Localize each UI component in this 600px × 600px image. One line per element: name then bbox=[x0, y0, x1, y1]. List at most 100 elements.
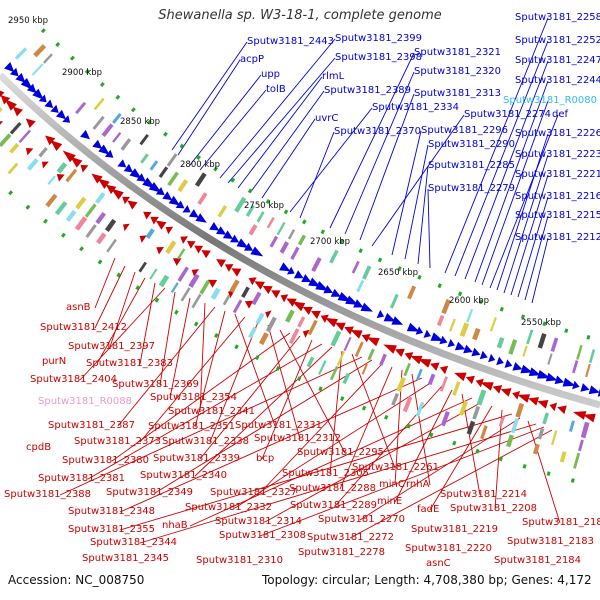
feature-block bbox=[93, 97, 105, 111]
feature-block bbox=[330, 330, 342, 347]
gene-label: Sputw3181_2308 bbox=[219, 530, 307, 541]
feature-block bbox=[42, 53, 53, 64]
reverse-gene-arrow bbox=[224, 264, 234, 272]
gene-label: Sputw3181_2312 bbox=[254, 433, 342, 444]
leader-line bbox=[139, 282, 156, 365]
leader-line bbox=[371, 114, 465, 247]
feature-block bbox=[459, 400, 468, 416]
feature-block bbox=[222, 294, 231, 306]
feature-block bbox=[214, 333, 219, 338]
gene-label: purN bbox=[42, 356, 67, 367]
feature-block bbox=[403, 362, 411, 377]
reverse-gene-arrow bbox=[439, 365, 449, 375]
gene-label: Sputw3181_2354 bbox=[150, 392, 238, 403]
feature-block bbox=[25, 204, 31, 210]
leader-line bbox=[139, 423, 537, 544]
feature-block bbox=[27, 158, 39, 171]
leader-line bbox=[139, 316, 246, 443]
reverse-gene-arrow bbox=[150, 216, 159, 225]
feature-block bbox=[179, 143, 185, 149]
leader-line bbox=[259, 426, 545, 537]
gene-label: Sputw3181_2258 bbox=[515, 12, 600, 23]
feature-block bbox=[74, 216, 88, 231]
gene-label: asnC bbox=[426, 558, 451, 569]
reverse-gene-arrow bbox=[320, 314, 329, 323]
feature-block bbox=[429, 432, 434, 438]
kbp-tick: 2700 kbp bbox=[310, 237, 351, 247]
forward-gene-arrow bbox=[168, 195, 180, 206]
feature-block bbox=[95, 211, 106, 225]
feature-block bbox=[75, 101, 87, 115]
leader-line bbox=[199, 335, 301, 460]
forward-gene-arrow bbox=[496, 356, 504, 366]
forward-gene-arrow bbox=[15, 72, 26, 83]
forward-gene-arrow bbox=[287, 266, 295, 275]
forward-gene-arrow bbox=[512, 362, 523, 371]
reverse-gene-arrow bbox=[262, 285, 273, 295]
reverse-gene-arrow bbox=[42, 161, 49, 169]
forward-gene-arrow bbox=[4, 62, 15, 73]
kbp-tick: 2800 kbp bbox=[180, 160, 221, 170]
feature-block bbox=[437, 283, 442, 289]
feature-block bbox=[135, 285, 141, 291]
feature-block bbox=[498, 456, 503, 462]
reverse-gene-arrow bbox=[517, 394, 531, 403]
reverse-gene-arrow bbox=[4, 99, 17, 111]
feature-block bbox=[288, 328, 300, 345]
gene-label: fadE bbox=[417, 504, 440, 515]
leader-line bbox=[109, 271, 136, 348]
forward-gene-arrow bbox=[62, 115, 71, 123]
feature-block bbox=[297, 316, 306, 328]
gene-tracks bbox=[0, 28, 600, 483]
feature-block bbox=[101, 123, 114, 137]
feature-block bbox=[279, 241, 290, 254]
leader-line bbox=[474, 80, 549, 283]
gene-label: Sputw3181_2247 bbox=[515, 55, 600, 66]
feature-block bbox=[210, 287, 221, 300]
leader-line bbox=[531, 237, 549, 304]
reverse-gene-arrow bbox=[244, 300, 254, 309]
feature-block bbox=[8, 190, 14, 196]
feature-block bbox=[55, 42, 61, 47]
feature-block bbox=[526, 329, 534, 345]
leader-line bbox=[261, 118, 316, 199]
gene-label: cpdB bbox=[26, 442, 52, 453]
reverse-gene-arrow bbox=[165, 226, 174, 235]
leader-line bbox=[199, 302, 206, 413]
gene-label: Sputw3181_2404 bbox=[30, 374, 118, 385]
forward-gene-arrow bbox=[195, 213, 207, 223]
forward-gene-arrow bbox=[562, 377, 576, 387]
feature-block bbox=[354, 341, 364, 357]
feature-block bbox=[427, 373, 436, 386]
gene-label: Sputw3181_2184 bbox=[494, 555, 582, 566]
forward-gene-arrow bbox=[423, 329, 431, 338]
feature-block bbox=[472, 405, 481, 420]
feature-block bbox=[311, 257, 322, 272]
feature-block bbox=[550, 337, 559, 352]
gene-label: Sputw3181_2370 bbox=[334, 126, 422, 137]
feature-block bbox=[138, 261, 147, 273]
reverse-gene-arrow bbox=[557, 405, 567, 415]
feature-block bbox=[56, 162, 68, 174]
reverse-gene-arrow bbox=[549, 402, 558, 412]
gene-label: Sputw3181_2369 bbox=[112, 379, 200, 390]
forward-gene-arrow bbox=[188, 209, 199, 218]
feature-block bbox=[254, 355, 260, 361]
reverse-gene-arrow bbox=[302, 306, 313, 315]
feature-block bbox=[391, 393, 400, 406]
feature-block bbox=[165, 240, 177, 255]
feature-block bbox=[537, 428, 545, 440]
forward-gene-arrow bbox=[330, 288, 341, 297]
leader-line bbox=[117, 306, 216, 427]
forward-gene-arrow bbox=[415, 326, 424, 335]
reverse-gene-arrow bbox=[366, 337, 380, 347]
gene-label: bcp bbox=[256, 453, 275, 464]
gene-label: asnB bbox=[66, 302, 91, 313]
feature-block bbox=[522, 464, 527, 469]
gene-label: Sputw3181_2212 bbox=[515, 232, 600, 243]
gene-label: Sputw3181_2296 bbox=[421, 125, 509, 136]
gene-label: Sputw3181_2399 bbox=[335, 33, 423, 44]
leader-line bbox=[119, 413, 513, 531]
feature-block bbox=[361, 405, 367, 411]
